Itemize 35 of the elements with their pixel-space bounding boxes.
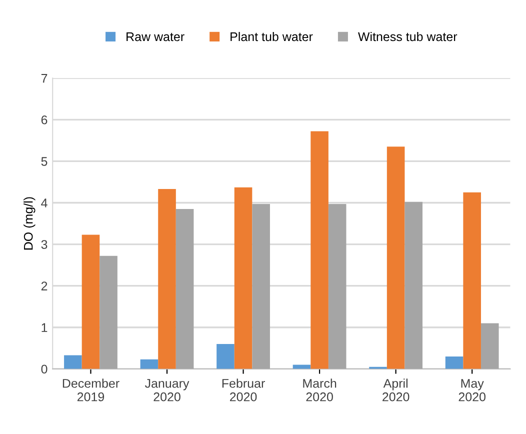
bar	[445, 356, 464, 369]
y-tick-label: 1	[42, 323, 48, 332]
legend-label: Raw water	[126, 32, 184, 42]
x-tick-label: Februar 2020	[222, 378, 265, 402]
bar	[158, 189, 176, 369]
y-tick-label: 3	[41, 240, 48, 249]
bar	[310, 131, 328, 369]
y-tick-label: 0	[41, 364, 48, 374]
bar	[463, 192, 481, 369]
bar	[328, 204, 346, 369]
y-tick-label: 5	[41, 157, 48, 166]
x-tick-label: January 2020	[144, 379, 190, 402]
x-tick-label: May 2020	[458, 379, 486, 402]
y-tick-label: 6	[41, 115, 48, 124]
y-axis-title: DO (mg/l)	[24, 197, 36, 250]
y-tick-label: 7	[41, 74, 48, 83]
bar	[404, 202, 423, 369]
bar	[216, 344, 234, 369]
bar	[100, 256, 118, 369]
bar	[140, 359, 158, 369]
bar	[292, 364, 311, 369]
bar	[82, 234, 100, 369]
y-tick-label: 4	[41, 198, 48, 208]
x-tick-label: April 2020	[382, 378, 410, 402]
legend-label: Plant tub water	[230, 32, 313, 42]
bar	[252, 204, 270, 369]
bar	[480, 323, 499, 369]
bar	[176, 208, 194, 369]
legend-label: Witness tub water	[358, 32, 458, 42]
bar	[234, 187, 252, 369]
y-tick-label: 2	[41, 282, 48, 290]
bar	[64, 355, 82, 369]
x-tick-label: December 2019	[62, 378, 120, 402]
bar	[386, 146, 405, 369]
x-tick-label: March 2020	[303, 378, 336, 402]
